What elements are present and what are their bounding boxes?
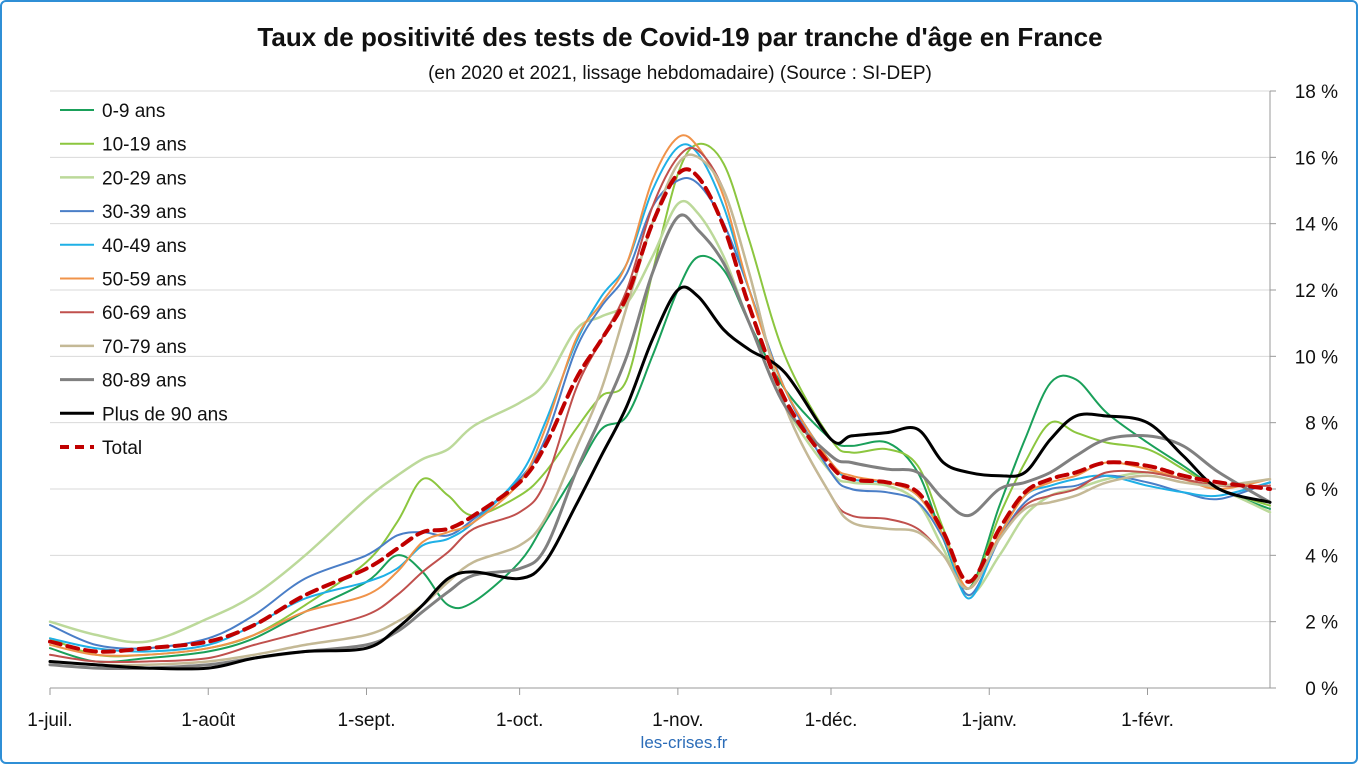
y-tick-label: 4 %	[1305, 546, 1338, 567]
gridlines	[50, 90, 1270, 623]
legend: 0-9 ans 10-19 ans 20-29 ans 30-39 ans 40-49 …	[60, 101, 228, 459]
series-line-10-19-ans	[49, 142, 1271, 658]
legend-label: Total	[102, 438, 142, 459]
source-note: les-crises.fr	[641, 733, 728, 752]
series-line-70-79-ans	[48, 153, 1272, 667]
series-line-40-49-ans	[49, 143, 1271, 653]
legend-label: 70-79 ans	[102, 337, 187, 358]
axes: 0 % 2 % 4 % 6 % 8 % 10 % 12 % 14 % 16 % 18 % 1-jui…	[27, 82, 1338, 731]
x-tick-label: 1-sept.	[337, 710, 395, 731]
series-line-60-69-ans	[49, 146, 1271, 664]
y-tick-label: 2 %	[1305, 613, 1338, 634]
series-line-plus-de-90-ans	[48, 285, 1272, 671]
y-tick-label: 16 %	[1295, 148, 1338, 169]
series-line-80-89-ans	[48, 213, 1272, 671]
series-line-50-59-ans	[49, 134, 1271, 657]
y-tick-label: 8 %	[1305, 414, 1338, 435]
series-line-20-29-ans	[48, 199, 1272, 644]
legend-label: 60-69 ans	[102, 303, 187, 324]
legend-label: 20-29 ans	[102, 168, 187, 189]
y-tick-label: 14 %	[1295, 215, 1338, 236]
x-tick-label: 1-oct.	[496, 710, 544, 731]
x-tick-label: 1-févr.	[1121, 710, 1174, 731]
y-tick-label: 0 %	[1305, 679, 1338, 700]
series-line-0-9-ans	[49, 254, 1271, 663]
x-tick-label: 1-janv.	[961, 710, 1017, 731]
series-line-30-39-ans	[49, 177, 1271, 650]
legend-label: Plus de 90 ans	[102, 404, 228, 425]
y-tick-label: 12 %	[1295, 281, 1338, 302]
series-lines	[48, 134, 1272, 671]
y-tick-label: 18 %	[1295, 82, 1338, 103]
x-tick-label: 1-juil.	[27, 710, 72, 731]
legend-label: 10-19 ans	[102, 135, 187, 156]
chart-title: Taux de positivité des tests de Covid-19…	[257, 22, 1102, 52]
x-tick-label: 1-août	[181, 710, 236, 731]
y-tick-label: 6 %	[1305, 480, 1338, 501]
legend-label: 0-9 ans	[102, 101, 165, 122]
legend-label: 80-89 ans	[102, 371, 187, 392]
legend-label: 30-39 ans	[102, 202, 187, 223]
y-tick-label: 10 %	[1295, 347, 1338, 368]
chart-subtitle: (en 2020 et 2021, lissage hebdomadaire) …	[428, 63, 932, 84]
x-tick-label: 1-déc.	[805, 710, 858, 731]
legend-label: 40-49 ans	[102, 236, 187, 257]
legend-label: 50-59 ans	[102, 270, 187, 291]
series-line-total	[48, 167, 1272, 654]
x-tick-label: 1-nov.	[652, 710, 703, 731]
